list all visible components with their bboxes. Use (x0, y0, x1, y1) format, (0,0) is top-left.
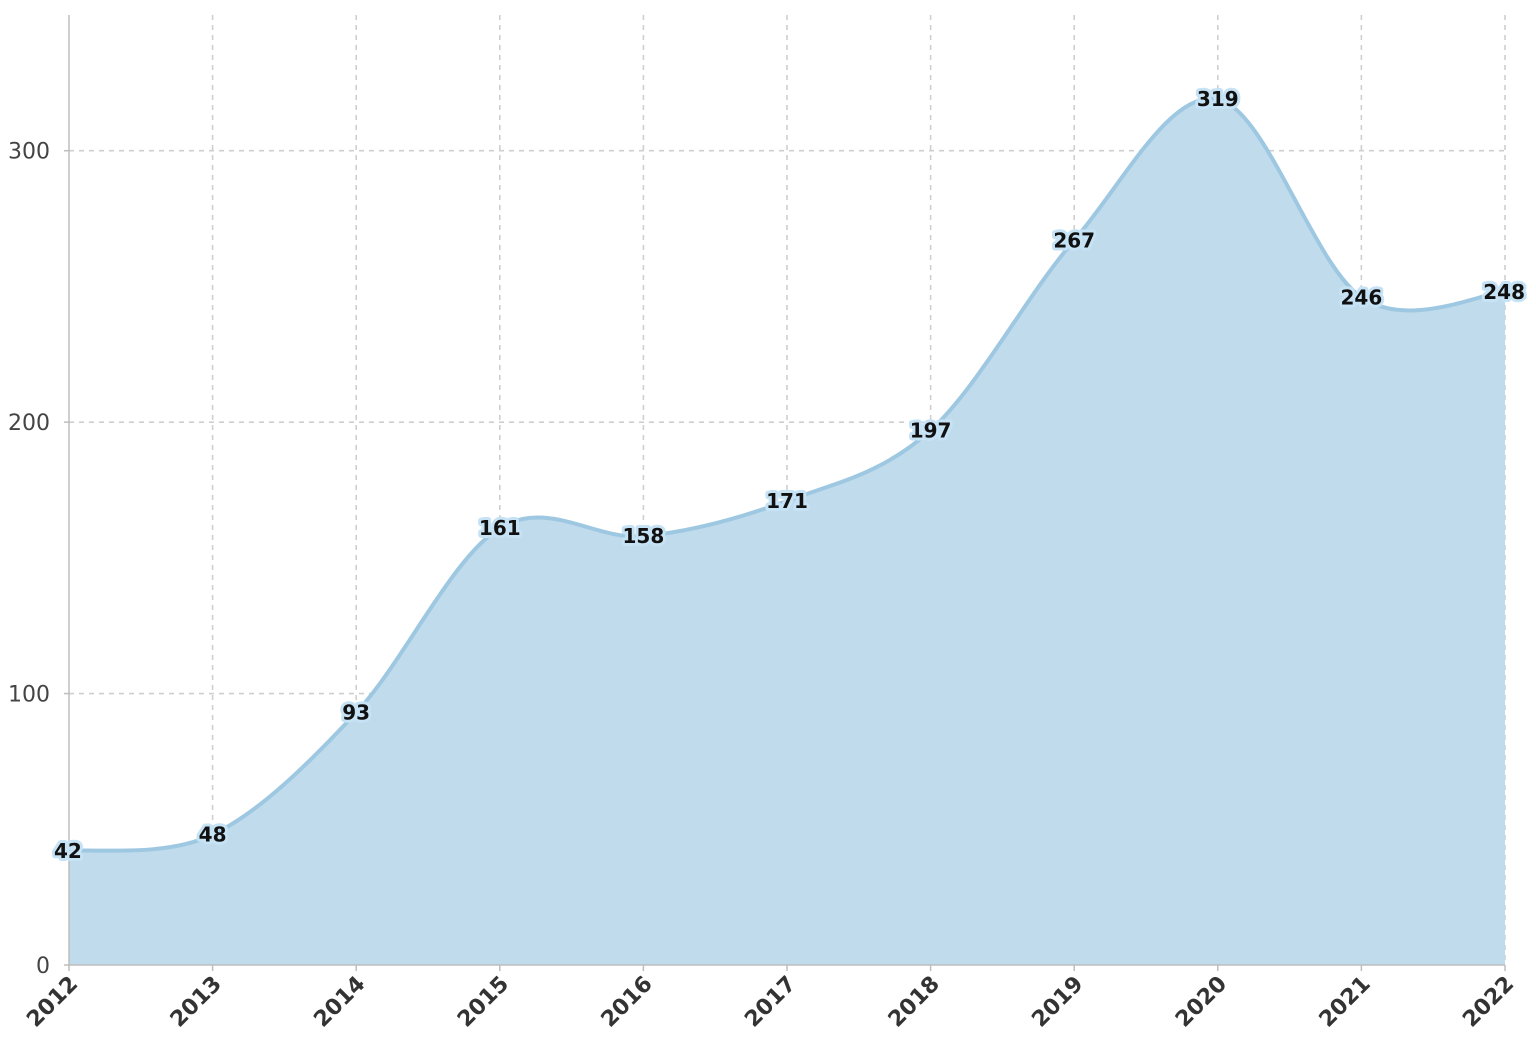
y-tick-label-300: 300 (8, 140, 50, 165)
area-fill (69, 98, 1505, 965)
x-tick-label-2018: 2018 (884, 972, 945, 1033)
x-tick-label-2019: 2019 (1027, 972, 1088, 1033)
data-labels: 42 48 93 161 158 171 197 267 319 246 248 (51, 84, 1528, 866)
x-tick-label-2016: 2016 (597, 972, 658, 1033)
data-label-2016: 158 (623, 524, 665, 548)
data-label-2017: 171 (766, 489, 808, 513)
x-tick-label-2015: 2015 (453, 972, 514, 1033)
y-tick-label-100: 100 (8, 683, 50, 708)
data-label-2014: 93 (342, 701, 370, 725)
x-tick-label-2021: 2021 (1315, 972, 1376, 1033)
data-label-2021: 246 (1341, 285, 1383, 309)
x-tick-label-2013: 2013 (166, 972, 227, 1033)
x-tick-label-2020: 2020 (1171, 972, 1232, 1033)
data-label-2020: 319 (1197, 87, 1239, 111)
x-tick-label-2022: 2022 (1458, 972, 1519, 1033)
area-series (68, 96, 1506, 965)
data-label-2019: 267 (1053, 228, 1095, 252)
data-label-2022: 248 (1483, 280, 1525, 304)
y-tick-label-200: 200 (8, 411, 50, 436)
series-line (68, 96, 1506, 853)
x-tick-label-2017: 2017 (740, 972, 801, 1033)
x-tick-label-2012: 2012 (22, 972, 83, 1033)
data-label-2018: 197 (910, 418, 952, 442)
y-tick-label-0: 0 (36, 954, 50, 979)
x-tick-label-2014: 2014 (309, 972, 370, 1033)
data-label-2015: 161 (479, 516, 521, 540)
data-label-2012: 42 (54, 839, 82, 863)
data-label-2013: 48 (199, 823, 227, 847)
